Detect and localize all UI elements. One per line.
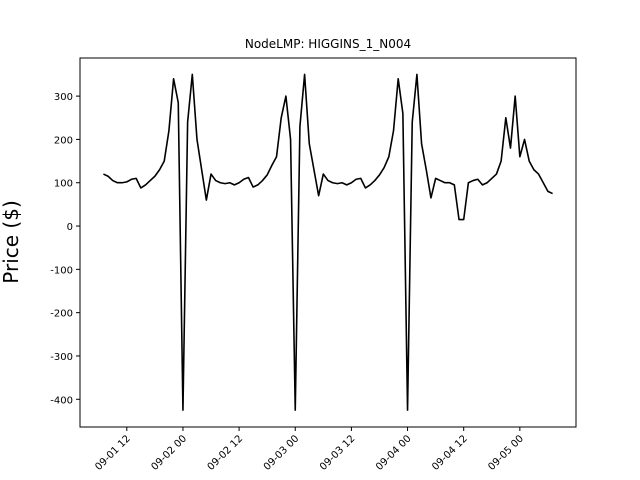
x-tick-label: 09-01 12: [93, 433, 133, 473]
chart-title: NodeLMP: HIGGINS_1_N004: [245, 37, 411, 51]
x-tick-label: 09-04 00: [374, 433, 414, 473]
y-axis-label: Price ($): [0, 200, 23, 283]
y-tick-label: -200: [50, 309, 73, 320]
y-tick-label: -400: [50, 395, 73, 406]
x-tick-label: 09-02 00: [149, 433, 189, 473]
x-tick-label: 09-03 12: [318, 433, 358, 473]
x-tick-label: 09-04 12: [430, 433, 470, 473]
y-tick-label: 300: [54, 92, 73, 103]
plot-frame: [79, 57, 577, 428]
y-tick-label: 100: [54, 179, 73, 190]
y-tick-label: -100: [50, 265, 73, 276]
y-tick-label: 200: [54, 135, 73, 146]
series-line: [103, 73, 553, 411]
y-tick-label: 0: [67, 222, 73, 233]
x-tick-label: 09-05 00: [486, 433, 526, 473]
x-tick-label: 09-02 12: [206, 433, 246, 473]
x-tick-label: 09-03 00: [262, 433, 302, 473]
y-tick-label: -300: [50, 352, 73, 363]
